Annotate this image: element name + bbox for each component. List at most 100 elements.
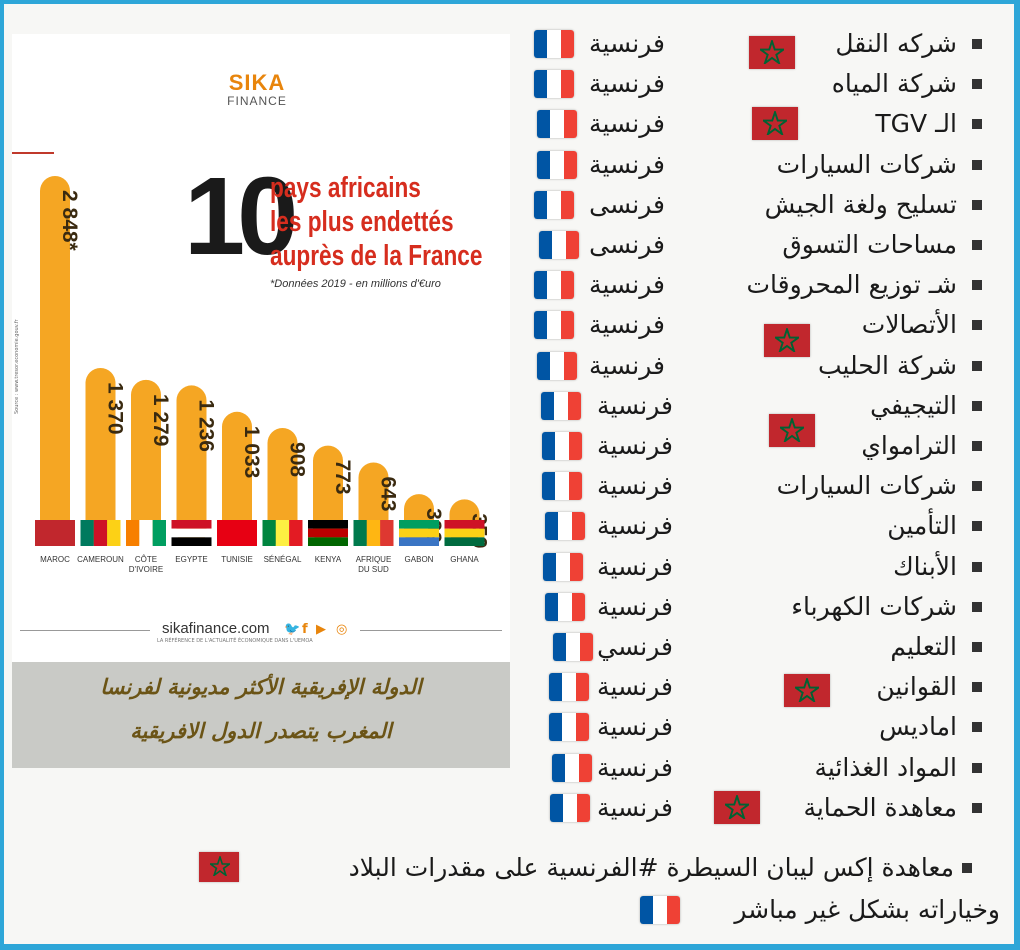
french-label: فرنسية: [597, 431, 673, 460]
country-flag-1: [80, 520, 121, 546]
youtube-icon[interactable]: ▶: [316, 622, 326, 637]
list-item-label: الأبناك: [893, 551, 957, 581]
list-item-label: الترامواي: [861, 431, 957, 460]
french-label: فرنسية: [597, 551, 673, 581]
bullet-icon: [972, 601, 982, 612]
france-flag-icon: [537, 150, 577, 179]
bullet-icon: [972, 682, 982, 693]
title-line-1: pays africains: [270, 172, 421, 204]
list-item-label: المواد الغذائية: [814, 752, 957, 782]
france-flag-icon: [537, 110, 577, 139]
morocco-flag-icon: [764, 324, 810, 357]
logo-bottom-text: FINANCE: [227, 94, 287, 108]
bullet-icon: [972, 400, 982, 411]
french-label: فرنسية: [597, 471, 673, 501]
list-item-label: شركات السيارات: [776, 149, 957, 179]
bar-value-label-5: 908: [286, 442, 309, 477]
list-item-label: شركات السيارات: [776, 471, 957, 501]
screen-frame: SIKA FINANCE 10 pays africains les plus …: [4, 4, 1014, 944]
bullet-icon: [972, 240, 982, 250]
bar-value-label-7: 643: [377, 476, 400, 511]
france-flag-icon: [553, 633, 593, 661]
france-flag-icon: [552, 753, 592, 782]
bullet-icon: [972, 762, 982, 773]
france-flag-icon: [640, 896, 680, 924]
title-line-2: les plus endettés: [270, 206, 454, 238]
bar-1: [85, 368, 116, 546]
france-flag-icon: [542, 472, 582, 501]
bullet-icon: [972, 79, 982, 90]
list-item-label: التأمين: [887, 511, 957, 541]
france-flag-icon: [534, 271, 574, 300]
bullet-icon: [972, 802, 982, 813]
french-label: فرنسية: [589, 270, 665, 300]
category-label-3: EGYPTE: [175, 555, 207, 564]
caption-line-1: الدولة الإفريقية الأكثر مديونية لفرنسا: [100, 674, 422, 699]
bar-4: [222, 411, 252, 546]
category-label-4: TUNISIE: [221, 555, 253, 564]
bullet-icon: [972, 642, 982, 652]
chart-subtitle: *Données 2019 - en millions d'€uro: [270, 278, 441, 290]
bullet-icon: [972, 119, 982, 130]
list-item-label: شركة الحليب: [817, 350, 957, 380]
bullet-icon: [962, 863, 972, 873]
infographic: SIKA FINANCE 10 pays africains les plus …: [12, 34, 510, 662]
list-item-label: معاهدة الحماية: [803, 792, 957, 822]
twitter-icon[interactable]: 🐦: [284, 622, 301, 637]
french-label: فرنسية: [589, 29, 665, 58]
bullet-icon: [972, 199, 982, 210]
france-flag-icon: [539, 231, 579, 259]
france-flag-icon: [537, 351, 577, 380]
list-footer-line-2: وخياراته بشكل غير مباشر: [734, 892, 1000, 928]
bar-value-label-4: 1 033: [240, 426, 263, 479]
french-label: فرنسية: [589, 310, 665, 340]
caption-box: الدولة الإفريقية الأكثر مديونية لفرنسا ا…: [12, 662, 510, 768]
france-flag-icon: [534, 311, 574, 340]
morocco-flag-icon: [784, 674, 830, 707]
bullet-icon: [972, 360, 982, 371]
list-item-label: مساحات التسوق: [782, 230, 957, 259]
french-label: فرنسية: [597, 712, 673, 742]
footer-divider-left: [20, 630, 150, 631]
list-item-label: شـ توزيع المحروقات: [746, 270, 958, 300]
list-item-label: شركه النقل: [835, 29, 957, 58]
bullet-icon: [972, 722, 982, 733]
france-flag-icon: [542, 432, 582, 460]
bar-3: [176, 385, 207, 546]
bar-5: [267, 428, 298, 546]
country-flag-0: [35, 520, 75, 546]
footer-divider-right: [360, 630, 502, 631]
list-footer-line-1-text: معاهدة إكس ليبان السيطرة #الفرنسية على م…: [348, 853, 954, 882]
france-flag-icon: [545, 512, 585, 541]
french-label: فرنسية: [597, 591, 673, 621]
french-label: فرنسية: [589, 69, 665, 99]
french-label: فرنسي: [597, 632, 673, 661]
category-label-7: AFRIQUE DU SUD: [356, 555, 392, 574]
list-item-label: التيجيفي: [870, 390, 957, 420]
facebook-icon[interactable]: f: [302, 622, 308, 637]
french-label: فرنسية: [597, 511, 673, 541]
france-flag-icon: [549, 713, 589, 742]
footer-site: sikafinance.com: [162, 620, 270, 637]
france-flag-icon: [549, 673, 589, 702]
category-label-0: MAROC: [40, 555, 70, 564]
logo-top-text: SIKA: [228, 70, 286, 95]
list-item-label: شركة المياه: [831, 69, 957, 99]
list-item-label: الـ TGV: [875, 109, 957, 139]
france-flag-icon: [534, 70, 574, 99]
caption-line-2: المغرب يتصدر الدول الافريقية: [130, 718, 392, 743]
french-label: فرنسية: [589, 350, 665, 380]
french-label: فرنسية: [597, 390, 673, 420]
category-label-8: GABON: [405, 555, 434, 564]
instagram-icon[interactable]: ◎: [336, 622, 348, 637]
morocco-flag-icon: [752, 107, 798, 140]
list-item-label: تسليح ولغة الجيش: [764, 189, 957, 219]
morocco-flag-icon: [749, 36, 795, 69]
country-flag-3: [171, 520, 212, 546]
category-label-5: SÉNÉGAL: [264, 555, 302, 564]
french-label: فرنسية: [597, 672, 673, 702]
bar-value-label-3: 1 236: [195, 399, 218, 452]
french-label: فرنسية: [589, 109, 665, 139]
french-label: فرنسى: [589, 230, 665, 259]
france-flag-icon: [534, 30, 574, 58]
